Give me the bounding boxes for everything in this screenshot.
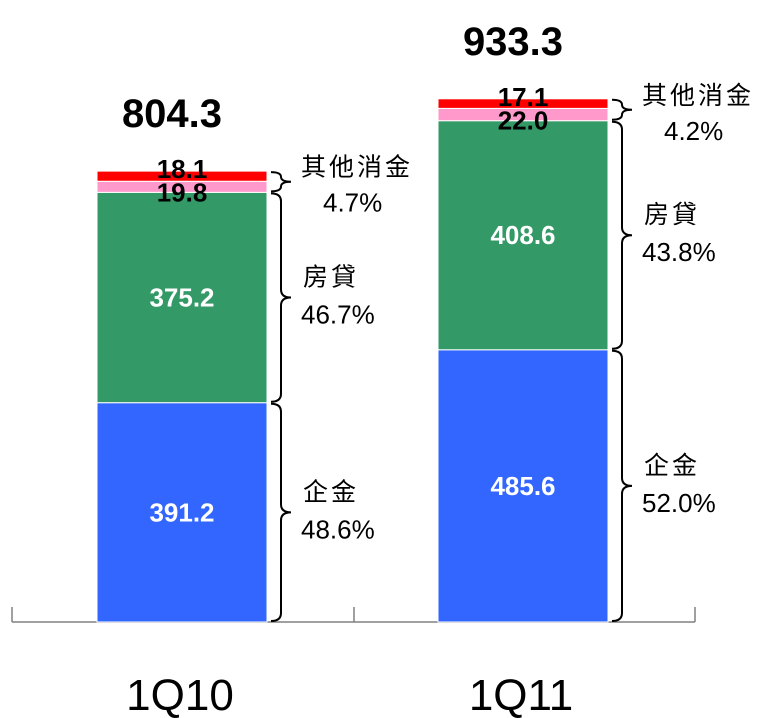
data-label-mortgage: 375.2 (149, 283, 214, 313)
annotation-name: 企金 (303, 477, 359, 506)
brace-mortgage (611, 120, 633, 350)
annotation-percent: 52.0% (642, 488, 716, 518)
annotation-percent: 46.7% (301, 300, 375, 330)
annotation-percent: 48.6% (301, 514, 375, 544)
category-label: 1Q10 (126, 671, 234, 718)
data-label-mortgage: 408.6 (490, 220, 555, 250)
annotations: 企金 48.6% 房貸 46.7% 其他消金 4.7% 企金 52.0% 房貸 43.8% 其他消金… (270, 81, 754, 622)
annotation-percent: 4.2% (664, 116, 723, 146)
bars (96, 98, 609, 623)
data-label-corporate: 485.6 (490, 471, 555, 501)
labels: 391.2 375.2 19.818.1 804.3 1Q10 485.6 408.6 22.… (122, 20, 573, 718)
total-label: 804.3 (122, 92, 222, 136)
annotation-name: 其他消金 (301, 153, 413, 182)
total-label: 933.3 (463, 20, 563, 64)
annotation-percent: 4.7% (323, 188, 382, 218)
data-label-corporate: 391.2 (149, 497, 214, 527)
brace-mortgage (270, 192, 292, 403)
bar-segment-corporate (96, 402, 268, 623)
annotation-name: 企金 (644, 451, 700, 480)
bar-segment-mortgage (437, 120, 609, 351)
data-label-pink: 22.0 (498, 106, 549, 136)
category-label: 1Q11 (469, 671, 573, 718)
brace-pink-red (611, 98, 633, 121)
data-label-pink: 19.8 (157, 177, 208, 207)
bar-segment-red (96, 170, 268, 182)
data-label-red: 18.1 (157, 154, 208, 184)
annotation-name: 其他消金 (642, 81, 754, 110)
brace-corporate (270, 402, 292, 622)
brace-pink-red (270, 171, 292, 193)
bar-segment-mortgage (96, 191, 268, 404)
annotation-name: 房貸 (303, 263, 359, 292)
bar-segment-red (437, 98, 609, 109)
brace-corporate (611, 349, 633, 622)
annotation-name: 房貸 (644, 200, 700, 229)
data-label-red: 17.1 (498, 82, 549, 112)
annotation-percent: 43.8% (642, 237, 716, 267)
bar-segment-corporate (437, 349, 609, 623)
